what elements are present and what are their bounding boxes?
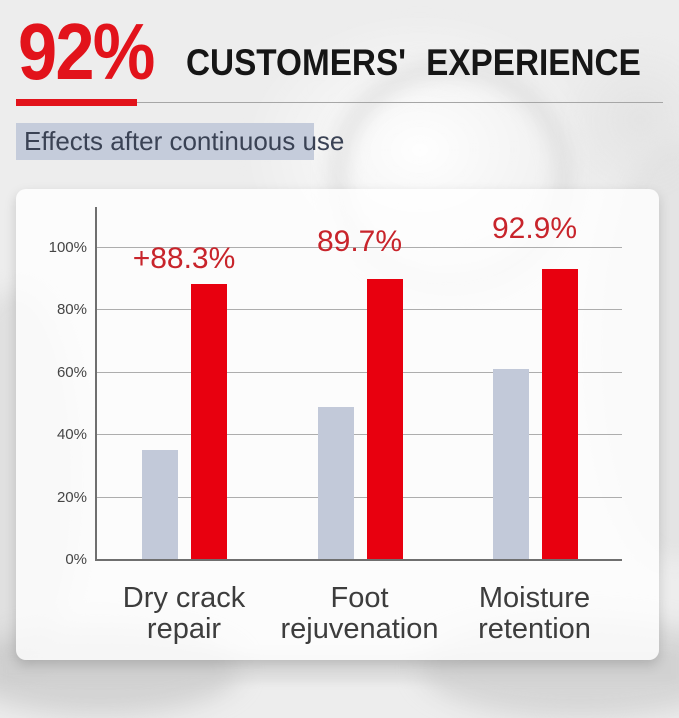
category-label: Foot rejuvenation xyxy=(280,582,439,645)
y-axis-tick-label: 0% xyxy=(65,551,87,568)
subtitle-text: Effects after continuous use xyxy=(24,126,345,156)
bar-red xyxy=(541,269,578,559)
divider-accent xyxy=(16,99,137,106)
category-label: Moisture retention xyxy=(478,582,591,645)
bar-gray xyxy=(492,368,529,559)
gridline xyxy=(97,434,622,436)
headline-stat: 92% xyxy=(18,7,155,96)
headline-title: CUSTOMERS' EXPERIENCE xyxy=(186,42,641,83)
y-axis-tick-label: 40% xyxy=(56,426,87,444)
chart-panel: 100% 80% 60% 40% 20% 0% +88.3% Dry crack repair… xyxy=(16,189,659,660)
divider-line xyxy=(16,102,663,103)
subtitle-badge: Effects after continuous use xyxy=(16,123,344,160)
bar-gray xyxy=(317,407,354,559)
y-axis-tick-label: 60% xyxy=(56,363,87,381)
y-axis-tick-label: 80% xyxy=(56,301,87,319)
y-axis-tick-label: 100% xyxy=(48,239,87,256)
gridline xyxy=(97,247,622,248)
poster: 92% CUSTOMERS' EXPERIENCE Effects after … xyxy=(0,7,679,718)
bar-value-label: 89.7% xyxy=(316,225,403,259)
bar-gray xyxy=(142,450,178,559)
gridline xyxy=(97,371,622,373)
category-label: Dry crack repair xyxy=(122,582,246,645)
bar-red xyxy=(191,283,227,559)
gridline xyxy=(97,496,622,498)
y-axis-tick-label: 20% xyxy=(56,488,87,506)
bar-chart-plot-area: 100% 80% 60% 40% 20% 0% +88.3% Dry crack repair… xyxy=(49,207,622,645)
bar-red xyxy=(366,279,403,559)
gridline xyxy=(97,309,622,311)
bar-value-label: +88.3% xyxy=(132,241,236,275)
bar-value-label: 92.9% xyxy=(491,212,578,246)
